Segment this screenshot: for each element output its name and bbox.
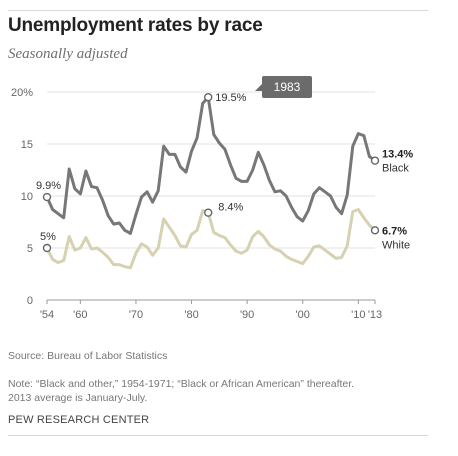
start-label-black: 9.9% xyxy=(36,180,61,192)
footnote-line-2: 2013 average is January-July. xyxy=(8,392,148,404)
start-point-black xyxy=(42,192,52,202)
peak-point-black xyxy=(204,92,213,102)
chart-subtitle: Seasonally adjusted xyxy=(8,46,128,62)
callout-year-label: 1983 xyxy=(274,80,301,94)
series-line-black xyxy=(45,95,377,235)
series-label-white: White xyxy=(382,239,410,251)
peak-label-black: 19.5% xyxy=(215,92,246,104)
footnote-line-1: Note: “Black and other,” 1954-1971; “Bla… xyxy=(8,378,355,390)
series-line-white xyxy=(45,208,377,270)
start-label-white: 5% xyxy=(40,231,56,243)
x-tick-label: '00 xyxy=(296,309,310,321)
end-point-black xyxy=(370,156,380,165)
x-tick-label: '13 xyxy=(368,309,382,321)
series-label-black: Black xyxy=(382,163,409,175)
bottom-rule xyxy=(8,435,428,436)
peak-point-white xyxy=(204,208,213,217)
start-point-white xyxy=(42,243,52,253)
y-tick-label: 0 xyxy=(27,295,33,307)
end-value-black: 13.4% xyxy=(382,149,413,161)
x-tick-label: '54 xyxy=(40,309,54,321)
chart-title: Unemployment rates by race xyxy=(8,15,263,36)
source-note: Source: Bureau of Labor Statistics xyxy=(8,350,168,362)
y-tick-label: 10 xyxy=(21,191,33,203)
callout-box xyxy=(262,76,312,98)
peak-label-white: 8.4% xyxy=(218,202,243,214)
y-tick-label: 5 xyxy=(27,243,33,255)
x-tick-label: '90 xyxy=(240,309,254,321)
org-credit: PEW RESEARCH CENTER xyxy=(8,414,150,426)
x-tick-label: '70 xyxy=(129,309,143,321)
x-tick-label: '60 xyxy=(73,309,87,321)
end-point-white xyxy=(370,226,380,235)
footnote: Note: “Black and other,” 1954-1971; “Bla… xyxy=(8,377,428,405)
end-value-white: 6.7% xyxy=(382,225,407,237)
x-tick-label: '80 xyxy=(184,309,198,321)
line-chart: 0 5 10 15 20% '54 '60 '70 '80 '90 '00 '10'13 9.9% 5% 1… xyxy=(11,76,413,321)
x-tick-label: '10 xyxy=(351,309,365,321)
top-rule xyxy=(8,10,428,11)
callout-pointer xyxy=(255,84,262,91)
y-tick-label: 20% xyxy=(11,87,33,99)
y-tick-label: 15 xyxy=(21,139,33,151)
